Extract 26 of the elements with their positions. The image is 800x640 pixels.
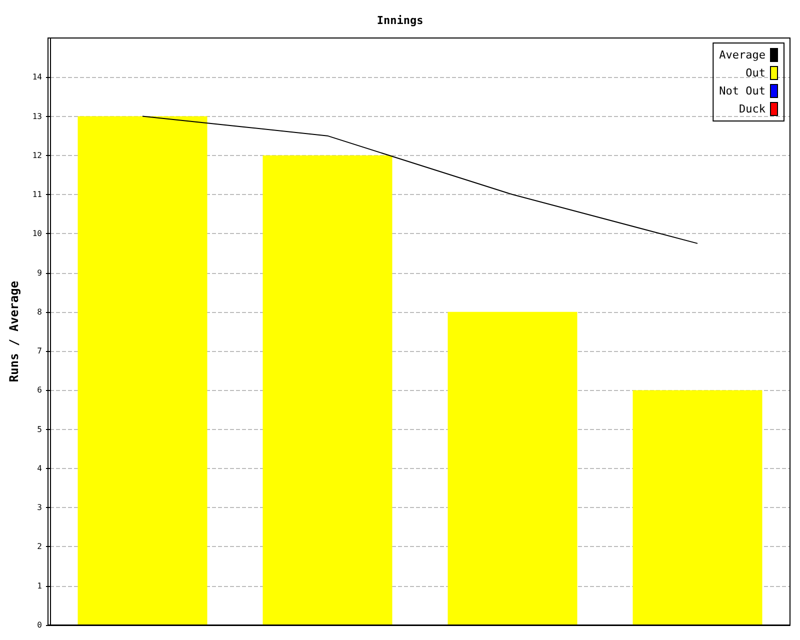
bar xyxy=(448,312,578,625)
chart-title: Innings xyxy=(376,14,424,27)
bar xyxy=(632,390,762,625)
y-tick-label: 10 xyxy=(32,229,42,238)
legend-label: Not Out xyxy=(719,84,766,98)
y-tick-label: 0 xyxy=(37,620,42,630)
legend-label: Out xyxy=(746,66,766,80)
y-tick-label: 5 xyxy=(37,424,42,434)
y-tick-label: 13 xyxy=(32,112,42,121)
y-tick-label: 14 xyxy=(32,72,42,82)
legend-label: Average xyxy=(719,48,766,62)
y-tick-label: 8 xyxy=(37,307,42,316)
y-tick-label: 9 xyxy=(37,268,42,278)
bar xyxy=(78,116,208,625)
legend-label: Duck xyxy=(739,102,766,116)
y-tick-label: 11 xyxy=(32,190,42,200)
y-axis-title: Runs / Average xyxy=(7,280,21,382)
y-tick-label: 7 xyxy=(37,346,42,356)
bar xyxy=(262,155,392,625)
y-tick-label: 6 xyxy=(37,386,42,395)
y-tick-label: 3 xyxy=(37,503,42,512)
y-tick-label: 1 xyxy=(37,581,42,590)
y-tick-label: 2 xyxy=(37,542,42,552)
y-tick-label: 12 xyxy=(32,150,42,160)
line-series xyxy=(142,116,698,244)
y-tick-label: 4 xyxy=(37,464,42,473)
